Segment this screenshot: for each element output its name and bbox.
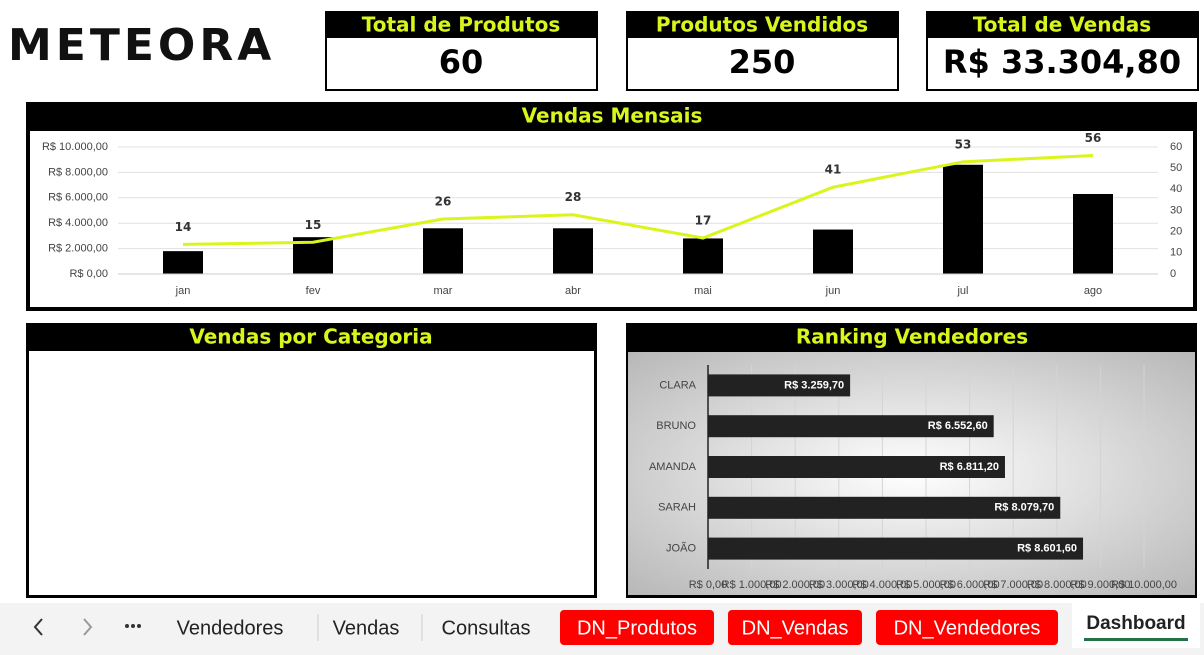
y2-tick-label: 50: [1170, 162, 1182, 174]
sheet-tab-label[interactable]: Consultas: [442, 617, 531, 639]
y-tick-label: R$ 6.000,00: [48, 192, 108, 204]
x-tick-label: R$ 2.000,00: [765, 579, 825, 591]
y-tick-label: R$ 4.000,00: [48, 217, 108, 229]
bar: [553, 228, 593, 274]
data-label: R$ 8.079,70: [994, 502, 1054, 514]
prev-sheet[interactable]: [33, 618, 43, 636]
x-tick-label: R$ 10.000,00: [1111, 579, 1177, 591]
data-label: 26: [435, 194, 452, 208]
y-tick-label: SARAH: [658, 502, 696, 514]
bar: [708, 496, 1061, 519]
panel-title: Ranking Vendedores: [796, 325, 1028, 349]
x-tick-label: R$ 1.000,00: [722, 579, 782, 591]
sheet-tab[interactable]: [728, 610, 862, 645]
y-tick-label: AMANDA: [649, 461, 697, 473]
x-tick-label: abr: [565, 285, 581, 297]
panel-title: Vendas Mensais: [522, 104, 703, 128]
sheet-tab[interactable]: [876, 610, 1058, 645]
bar: [163, 251, 203, 274]
y2-tick-label: 0: [1170, 268, 1176, 280]
x-tick-label: R$ 9.000,00: [1070, 579, 1130, 591]
y-tick-label: R$ 8.000,00: [48, 166, 108, 178]
x-tick-label: R$ 5.000,00: [896, 579, 956, 591]
kpi-header: [927, 12, 1198, 38]
bar: [683, 238, 723, 274]
sheet-tab-label[interactable]: Dashboard: [1086, 613, 1185, 634]
x-tick-label: R$ 7.000,00: [983, 579, 1043, 591]
x-tick-label: jan: [175, 285, 191, 297]
y2-tick-label: 20: [1170, 226, 1182, 238]
kpi-header: [326, 12, 597, 38]
x-tick-label: mai: [694, 285, 712, 297]
x-tick-label: R$ 8.000,00: [1027, 579, 1087, 591]
sheet-tab-label[interactable]: Vendedores: [177, 617, 284, 639]
data-label: R$ 8.601,60: [1017, 543, 1077, 555]
x-tick-label: fev: [306, 285, 321, 297]
bar: [708, 537, 1084, 560]
kpi-header: [627, 12, 898, 38]
bar: [708, 456, 1005, 478]
bar: [708, 415, 994, 438]
y-tick-label: R$ 2.000,00: [48, 243, 108, 255]
x-tick-label: jun: [825, 285, 841, 297]
data-label: 53: [955, 137, 972, 151]
kpi-value: 250: [729, 43, 796, 81]
kpi-value: 60: [439, 43, 484, 81]
y2-tick-label: 40: [1170, 183, 1182, 195]
line: [182, 153, 1094, 246]
bar: [423, 228, 463, 274]
active-underline: [1084, 638, 1188, 641]
data-label: 17: [695, 214, 712, 228]
x-tick-label: ago: [1084, 285, 1102, 297]
y-tick-label: CLARA: [659, 379, 696, 391]
next-sheet[interactable]: [83, 618, 93, 636]
sheet-tab[interactable]: [560, 610, 714, 645]
x-tick-label: R$ 0,00: [689, 579, 728, 591]
x-tick-label: jul: [956, 285, 968, 297]
data-label: R$ 6.811,20: [940, 461, 999, 473]
sheet-tab-label[interactable]: DN_Vendas: [742, 617, 849, 639]
x-tick-label: R$ 6.000,00: [940, 579, 1000, 591]
more-sheets[interactable]: [125, 624, 141, 628]
x-tick-label: R$ 4.000,00: [852, 579, 912, 591]
data-label: 15: [305, 218, 322, 232]
kpi-title: Total de Vendas: [973, 13, 1151, 37]
y2-tick-label: 10: [1170, 247, 1182, 259]
kpi-value: R$ 33.304,80: [943, 43, 1181, 81]
kpi-title: Produtos Vendidos: [656, 13, 868, 37]
data-label: R$ 6.552,60: [928, 420, 988, 432]
panel-body: [29, 351, 594, 595]
y-tick-label: BRUNO: [656, 420, 696, 432]
x-tick-label: mar: [434, 285, 453, 297]
panel-body: [30, 131, 1193, 307]
bar: [1073, 193, 1113, 274]
sheet-tab-label[interactable]: Vendas: [333, 617, 400, 639]
y2-tick-label: 30: [1170, 204, 1182, 216]
y2-tick-label: 60: [1170, 141, 1182, 153]
y-tick-label: R$ 0,00: [69, 268, 108, 280]
data-label: 56: [1085, 131, 1102, 145]
bar: [708, 374, 851, 397]
sheet-tab-label[interactable]: DN_Vendedores: [894, 617, 1041, 639]
bar: [813, 229, 853, 274]
x-tick-label: R$ 3.000,00: [809, 579, 869, 591]
data-label: 14: [175, 220, 192, 234]
sheet-tab-label[interactable]: DN_Produtos: [577, 617, 697, 639]
y-tick-label: JOÃO: [666, 542, 696, 555]
data-label: 28: [565, 190, 582, 204]
y-tick-label: R$ 10.000,00: [42, 141, 108, 153]
panel-title: Vendas por Categoria: [189, 325, 432, 349]
bar: [943, 164, 983, 274]
data-label: R$ 3.259,70: [784, 379, 844, 391]
logo: METEORA: [8, 20, 275, 71]
data-label: 41: [825, 163, 842, 177]
kpi-title: Total de Produtos: [362, 13, 560, 37]
